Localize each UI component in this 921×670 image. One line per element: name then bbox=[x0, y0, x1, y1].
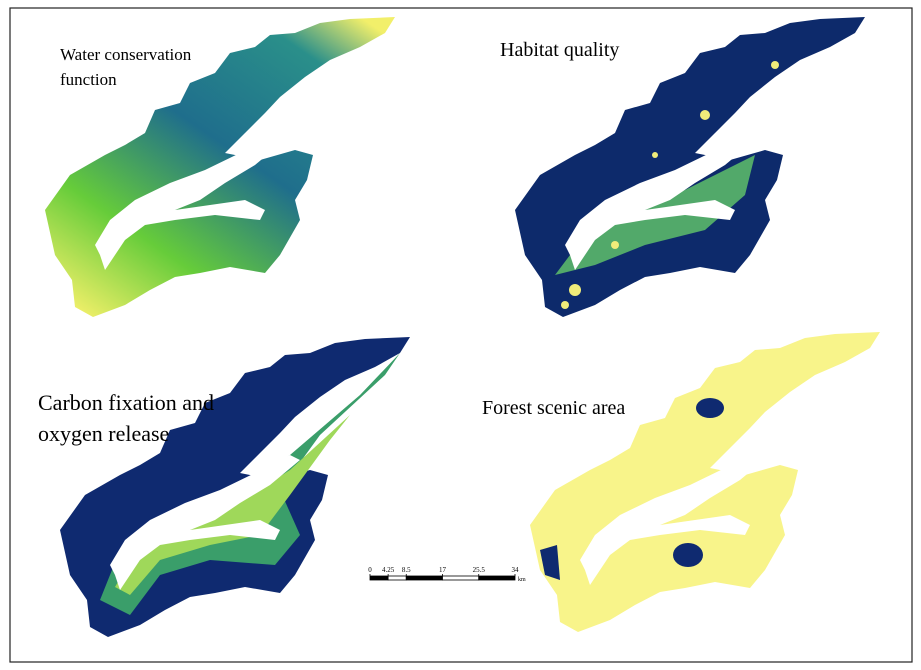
scale-label: 8.5 bbox=[402, 566, 411, 574]
panel-title: Carbon fixation and bbox=[38, 390, 214, 415]
scale-label: 17 bbox=[439, 566, 447, 574]
scale-label: 0 bbox=[368, 566, 372, 574]
panel-title: Habitat quality bbox=[500, 39, 619, 61]
scale-label: 25.5 bbox=[473, 566, 486, 574]
map-carbon-fixation bbox=[60, 337, 410, 637]
scale-segment bbox=[443, 576, 479, 580]
scale-bar: 0 4.25 8.5 17 25.5 34 km bbox=[368, 566, 526, 583]
scale-unit: km bbox=[518, 577, 526, 583]
map-forest-scenic bbox=[530, 332, 880, 632]
panel-title: oxygen release bbox=[38, 421, 169, 446]
scale-segment bbox=[370, 576, 388, 580]
panel-title: function bbox=[60, 70, 117, 89]
scale-label: 34 bbox=[512, 566, 520, 574]
scale-segment bbox=[479, 576, 515, 580]
scale-segment bbox=[388, 576, 406, 580]
figure: Water conservation function Habitat qual… bbox=[0, 0, 921, 670]
scale-segment bbox=[406, 576, 442, 580]
panel-title: Water conservation bbox=[60, 45, 192, 64]
map-habitat-quality bbox=[515, 17, 865, 317]
scale-label: 4.25 bbox=[382, 566, 395, 574]
panel-title: Forest scenic area bbox=[482, 397, 625, 419]
